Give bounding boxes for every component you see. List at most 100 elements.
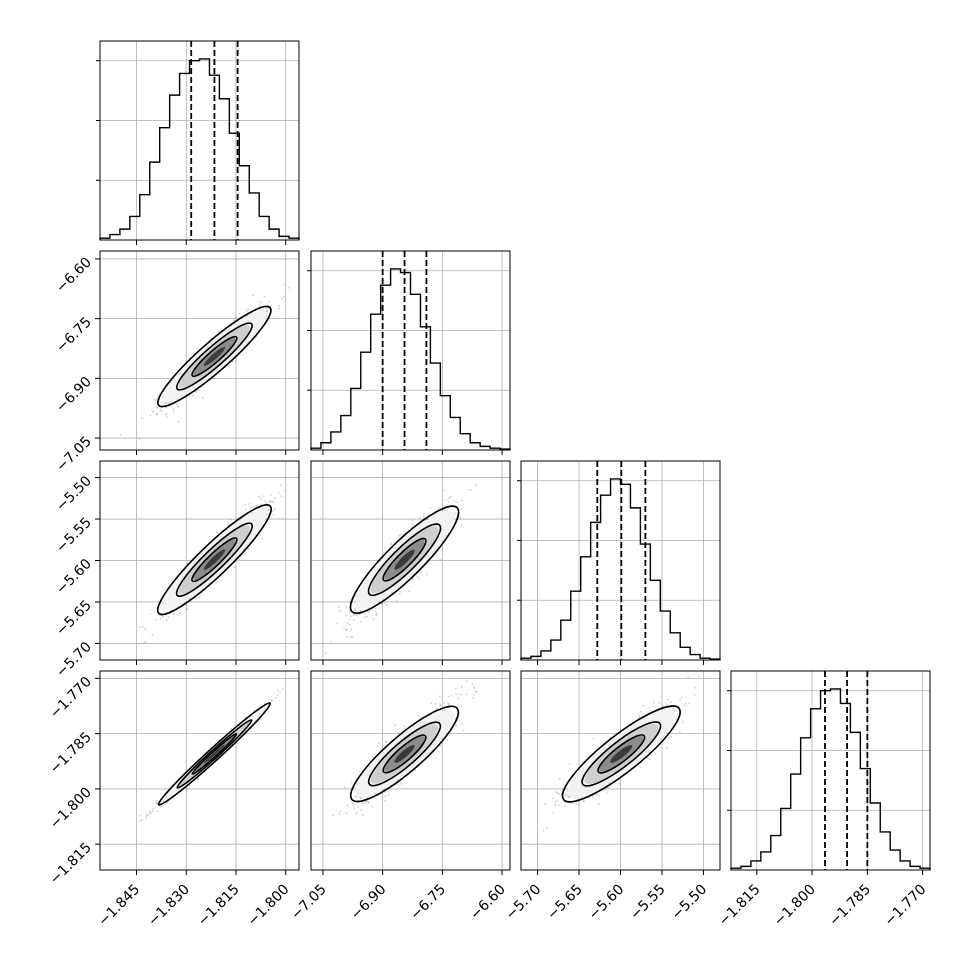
sample-point — [155, 412, 158, 415]
panel-frame — [310, 460, 511, 661]
sample-point — [244, 503, 247, 506]
sample-point — [141, 625, 144, 628]
sample-point — [448, 497, 451, 500]
sample-point — [191, 394, 194, 397]
scatter-points — [119, 283, 290, 440]
sample-point — [460, 507, 463, 510]
sample-point — [270, 501, 273, 503]
sample-point — [145, 817, 148, 820]
sample-point — [287, 286, 290, 289]
sample-point — [412, 577, 415, 580]
sample-point — [397, 537, 399, 540]
sample-point — [199, 595, 201, 598]
sample-point — [173, 612, 176, 615]
panel-1-1 — [307, 250, 511, 455]
sample-point — [154, 801, 157, 804]
sample-point — [348, 623, 351, 626]
sample-point — [166, 801, 169, 804]
sample-point — [258, 300, 261, 303]
sample-point — [346, 636, 349, 638]
sample-point — [381, 603, 383, 606]
sample-point — [215, 531, 218, 534]
sample-point — [422, 515, 425, 518]
sample-point — [265, 502, 268, 505]
contour-2 — [191, 537, 238, 583]
sample-point — [280, 495, 283, 497]
sample-point — [235, 316, 238, 319]
sample-point — [364, 616, 367, 619]
panel-3-0: −1.815−1.800−1.785−1.770−1.845 −1.830 −1.8… — [47, 670, 300, 929]
sample-point — [439, 558, 442, 561]
sample-point — [262, 507, 264, 510]
sample-point — [173, 410, 175, 413]
sample-point — [173, 797, 175, 799]
sample-point — [343, 627, 345, 629]
sample-point — [250, 728, 253, 730]
panel-2-2 — [517, 460, 721, 665]
sample-point — [238, 312, 241, 315]
sample-point — [265, 307, 268, 310]
sample-point — [258, 305, 261, 307]
sample-point — [445, 498, 448, 501]
sample-point — [177, 420, 180, 423]
sample-point — [230, 727, 233, 730]
sample-point — [159, 408, 162, 411]
sample-point — [265, 309, 268, 312]
sample-point — [411, 522, 414, 525]
sample-point — [165, 413, 167, 416]
sample-point — [267, 711, 270, 713]
panel-0-0 — [96, 40, 300, 245]
sample-point — [459, 517, 462, 520]
y-tick-label: −5.70 — [53, 639, 95, 681]
panel-2-0: −5.70−5.65−5.60−5.55−5.50 — [53, 459, 300, 681]
panel-frame — [99, 250, 300, 451]
sample-point — [375, 614, 378, 617]
panel-frame — [99, 40, 300, 241]
sample-point — [374, 610, 377, 613]
sample-point — [268, 509, 270, 511]
sample-point — [162, 615, 165, 618]
y-tick-label: −6.60 — [53, 254, 95, 296]
sample-point — [138, 438, 141, 440]
sample-point — [178, 612, 181, 614]
sample-point — [119, 434, 122, 436]
sample-point — [247, 547, 250, 550]
panel-2-1 — [310, 460, 511, 665]
sample-point — [234, 360, 237, 362]
sample-point — [375, 612, 378, 615]
sample-point — [419, 517, 422, 520]
sample-point — [353, 613, 355, 616]
sample-point — [172, 408, 175, 411]
sample-point — [258, 496, 260, 498]
sample-point — [283, 489, 286, 492]
sample-point — [449, 496, 452, 499]
sample-point — [217, 532, 220, 535]
sample-point — [383, 602, 386, 604]
sample-point — [418, 578, 421, 580]
y-tick-label: −6.90 — [53, 374, 95, 416]
sample-point — [459, 515, 461, 518]
sample-point — [338, 609, 341, 612]
sample-point — [268, 500, 271, 503]
sample-point — [240, 556, 242, 558]
sample-point — [398, 593, 401, 595]
sample-point — [352, 614, 355, 617]
sample-point — [395, 599, 398, 602]
sample-point — [267, 307, 269, 309]
sample-point — [175, 403, 178, 405]
sample-point — [298, 459, 300, 461]
sample-point — [165, 802, 168, 804]
sample-point — [170, 609, 172, 611]
sample-point — [145, 814, 148, 816]
sample-point — [411, 578, 414, 581]
contour-1 — [175, 322, 253, 391]
sample-point — [344, 628, 347, 631]
histogram-1 — [310, 268, 511, 450]
y-tick-label: −5.60 — [53, 556, 95, 598]
sample-point — [156, 397, 159, 400]
sample-point — [460, 524, 463, 526]
sample-point — [358, 613, 361, 616]
sample-point — [283, 283, 286, 286]
sample-point — [398, 534, 401, 537]
sample-point — [379, 607, 381, 609]
